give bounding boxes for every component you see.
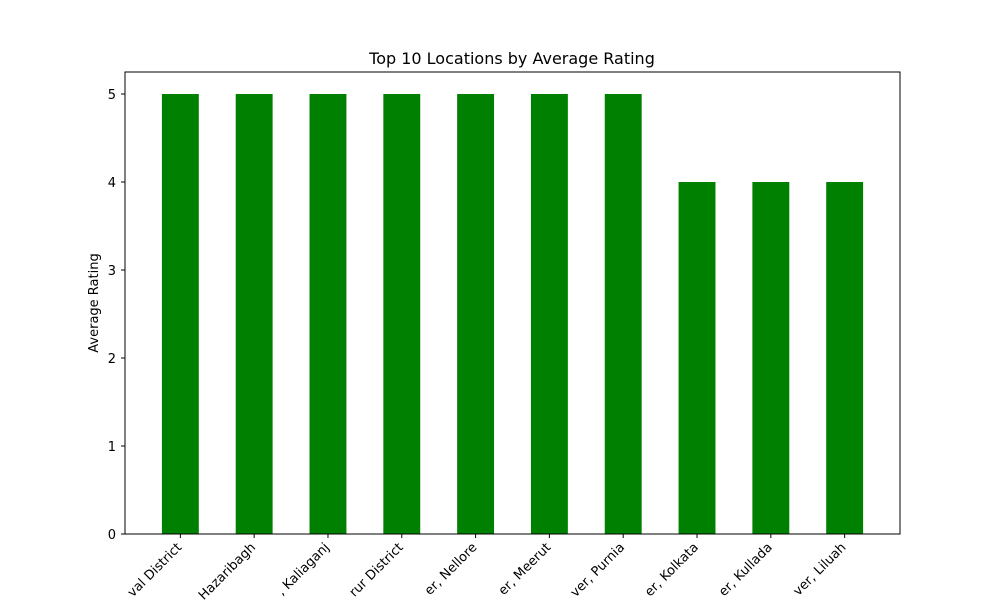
- y-tick-label: 3: [108, 264, 116, 279]
- x-tick-label: er, Kullada: [716, 540, 775, 599]
- bar: [752, 182, 790, 534]
- plot-frame: [124, 71, 901, 535]
- bar: [309, 94, 347, 534]
- x-tick-label: val District: [125, 540, 185, 600]
- x-tick-label: ver, Liluah: [791, 540, 850, 599]
- bars-group: [161, 94, 864, 534]
- x-axis-ticks: val District Hazaribagh , Kaliaganj rur Dis…: [125, 534, 849, 600]
- y-axis-ticks: 0 1 2 3 4 5: [108, 88, 125, 543]
- bar: [678, 182, 716, 534]
- x-tick-label: er, Kolkata: [642, 540, 702, 600]
- x-tick-label: ver, Purnia: [568, 540, 628, 600]
- bar: [604, 94, 642, 534]
- bar: [161, 94, 199, 534]
- y-tick-label: 2: [108, 352, 116, 367]
- y-tick-label: 1: [108, 440, 116, 455]
- x-tick-label: er, Meerut: [496, 540, 554, 598]
- y-tick-label: 0: [108, 528, 116, 543]
- y-axis-label: Average Rating: [87, 253, 102, 352]
- y-tick-label: 5: [108, 88, 116, 103]
- bar: [235, 94, 273, 534]
- x-tick-label: rur District: [347, 540, 407, 600]
- chart-title: Top 10 Locations by Average Rating: [368, 49, 655, 68]
- x-tick-label: Hazaribagh: [196, 540, 259, 600]
- bar: [826, 182, 864, 534]
- bar: [530, 94, 568, 534]
- y-tick-label: 4: [108, 176, 116, 191]
- bar: [383, 94, 421, 534]
- x-tick-label: , Kaliaganj: [274, 540, 333, 599]
- bar: [457, 94, 495, 534]
- x-tick-label: er, Nellore: [422, 540, 480, 598]
